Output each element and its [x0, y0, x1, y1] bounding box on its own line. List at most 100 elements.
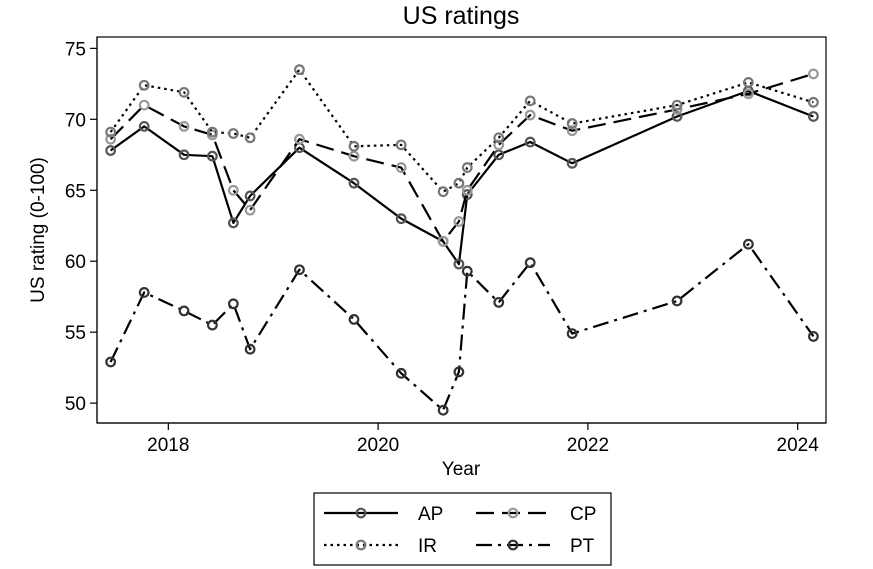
data-point-pt	[244, 343, 256, 355]
x-axis-label: Year	[442, 459, 481, 480]
data-point-cp	[395, 162, 407, 173]
data-point-cp	[742, 88, 754, 100]
data-point-ap	[461, 189, 473, 200]
data-point-cp	[453, 216, 465, 227]
data-point-cp	[294, 133, 305, 145]
data-point-cp	[461, 184, 473, 196]
y-tick-label: 65	[65, 181, 86, 202]
y-tick-label: 75	[65, 39, 86, 60]
data-point-pt	[493, 296, 505, 308]
data-point-ap	[138, 121, 150, 132]
data-point-pt	[671, 295, 683, 307]
data-point-cp	[493, 139, 505, 151]
y-tick-label: 55	[65, 323, 86, 344]
x-tick-label: 2022	[567, 435, 609, 456]
data-point-pt	[437, 404, 449, 416]
data-point-cp	[348, 150, 360, 162]
data-point-ir	[524, 95, 536, 107]
data-point-ap	[453, 258, 465, 270]
legend-label: CP	[570, 504, 596, 525]
series-ir	[105, 64, 819, 198]
data-point-ir	[206, 126, 218, 138]
data-point-pt	[461, 265, 473, 277]
legend-item-pt: PT	[476, 536, 595, 557]
legend-label: IR	[418, 536, 437, 557]
data-point-cp	[138, 99, 150, 111]
data-point-pt	[524, 257, 536, 269]
legend-item-ir: IR	[324, 536, 437, 557]
legend-label: PT	[570, 536, 595, 557]
data-point-cp	[227, 184, 239, 196]
data-point-ir	[105, 126, 117, 138]
data-point-cp	[437, 235, 449, 247]
data-point-pt	[294, 264, 305, 276]
data-point-ir	[395, 139, 407, 151]
data-point-pt	[453, 366, 465, 378]
data-point-ir	[178, 86, 190, 98]
data-point-pt	[178, 305, 190, 317]
x-tick-label: 2024	[777, 435, 820, 456]
plot-area-frame	[96, 36, 827, 424]
data-point-ap	[206, 150, 218, 162]
legend-frame	[313, 492, 612, 566]
data-point-pt	[742, 238, 754, 250]
data-point-pt	[395, 367, 407, 379]
data-point-ap	[348, 177, 360, 189]
y-tick-label: 60	[65, 252, 86, 273]
data-point-cp	[524, 109, 536, 121]
data-point-ir	[138, 79, 150, 91]
series-line-ir	[109, 68, 814, 193]
data-point-ir	[453, 177, 465, 189]
data-point-pt	[227, 298, 239, 310]
data-point-ir	[294, 64, 305, 76]
y-tick-label: 50	[65, 394, 86, 415]
data-point-ap	[227, 217, 239, 229]
x-tick-label: 2020	[357, 435, 399, 456]
x-axis: 2018 2020 2022 2024	[97, 422, 826, 456]
data-point-ir	[348, 140, 360, 152]
y-axis-label: US rating (0-100)	[28, 157, 49, 303]
legend-swatch-marker	[355, 507, 367, 519]
data-point-cp	[808, 68, 819, 80]
data-point-pt	[808, 331, 819, 342]
data-point-ap	[566, 157, 578, 169]
data-point-ap	[493, 149, 505, 161]
data-point-ap	[671, 111, 683, 122]
series-line-ap	[109, 89, 814, 266]
data-point-ir	[493, 132, 505, 144]
data-point-ir	[437, 186, 449, 198]
series-pt	[105, 238, 819, 416]
data-point-pt	[105, 356, 117, 368]
series-ap	[105, 85, 819, 270]
data-point-ap	[524, 136, 536, 148]
data-point-cp	[105, 133, 117, 145]
legend-swatch-marker	[507, 507, 519, 519]
legend-swatch-marker	[507, 539, 519, 551]
data-point-pt	[138, 287, 150, 298]
data-point-ir	[566, 118, 578, 129]
series-layer	[105, 64, 819, 416]
data-point-ap	[395, 213, 407, 225]
chart-title: US ratings	[403, 2, 520, 30]
x-tick-label: 2018	[147, 435, 189, 456]
data-point-ir	[808, 96, 819, 108]
y-axis: 50 55 60 65 70 75	[65, 37, 98, 423]
data-point-ap	[178, 149, 190, 161]
data-point-ir	[227, 128, 239, 139]
data-point-ir	[742, 77, 754, 88]
legend-item-cp: CP	[476, 504, 596, 525]
legend-swatch-marker	[355, 539, 367, 551]
data-point-cp	[244, 204, 256, 216]
legend-item-ap: AP	[324, 504, 443, 525]
data-point-ap	[244, 190, 256, 202]
legend-label: AP	[418, 504, 443, 525]
data-point-ir	[244, 132, 256, 144]
data-point-ir	[671, 99, 683, 111]
y-tick-label: 70	[65, 110, 86, 131]
data-point-ap	[808, 111, 819, 122]
data-point-ap	[105, 145, 117, 156]
data-point-cp	[566, 125, 578, 137]
data-point-pt	[566, 328, 578, 339]
legend: AP CP IR PT	[313, 492, 612, 566]
